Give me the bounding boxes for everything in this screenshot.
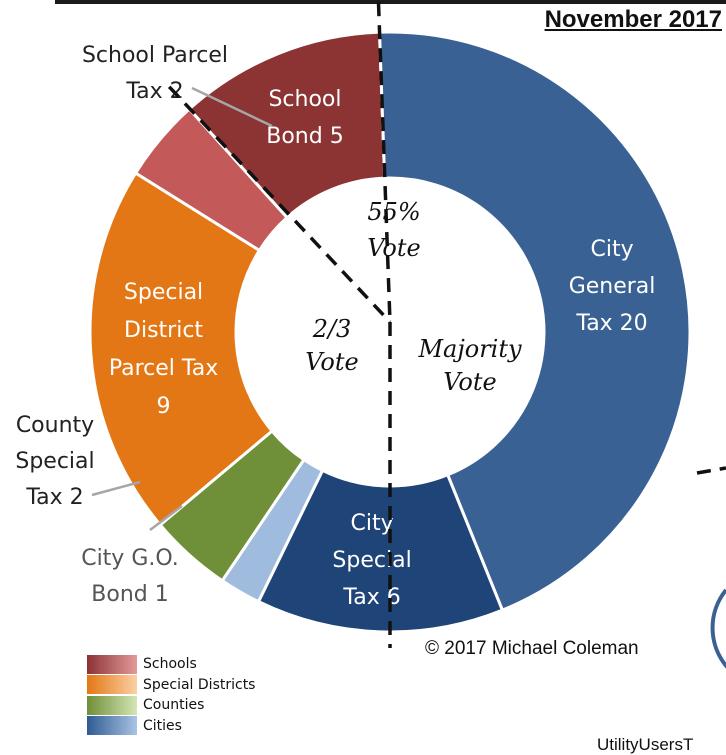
- legend-swatch: [87, 716, 137, 736]
- vote-zone-label: 2/3: [312, 315, 352, 343]
- slice-label: District: [124, 318, 203, 343]
- slice-label: School: [268, 87, 341, 112]
- callout-label: Tax 2: [25, 485, 83, 510]
- slice-label: 9: [157, 394, 171, 419]
- slice-labels: School Bond 5 City General Tax 20 City Special…: [15, 43, 655, 610]
- chart-title: November 2017: [544, 6, 722, 33]
- callout-label: School Parcel: [82, 43, 228, 68]
- slice-label: Tax 20: [575, 311, 647, 336]
- callout-label: City G.O.: [81, 546, 179, 571]
- legend-label: Counties: [143, 697, 205, 714]
- slices: [88, 30, 692, 634]
- callout-line: [91, 480, 141, 497]
- vote-boundaries: [167, 2, 392, 648]
- donut-slice: [256, 468, 505, 634]
- callout-label: Special: [15, 449, 94, 474]
- legend: Schools Special Districts Counties Cities: [87, 654, 255, 736]
- vote-zone-label: 55%: [367, 198, 420, 226]
- legend-item: Schools: [87, 654, 255, 675]
- vote-zone-label: Vote: [367, 234, 420, 262]
- legend-swatch: [87, 695, 137, 715]
- callout-label: County: [16, 413, 94, 438]
- slice-label: Bond 5: [266, 124, 343, 149]
- slice-label: General: [569, 274, 656, 299]
- vote-zone-label: Majority: [417, 335, 522, 363]
- top-rule: [55, 0, 726, 4]
- callout-label: Bond 1: [91, 582, 168, 607]
- cut-off-text: UtilityUsersT: [597, 735, 694, 754]
- callout-line: [149, 505, 183, 531]
- slice-label: Special: [332, 548, 411, 573]
- legend-swatch: [87, 654, 137, 674]
- dashed-boundary: [167, 85, 392, 324]
- vote-zone-label: Vote: [305, 348, 358, 376]
- slice-label: Special: [124, 280, 203, 305]
- donut-slice: [88, 170, 275, 527]
- donut-slice: [377, 30, 692, 613]
- adjacent-chart-hint: [696, 466, 726, 669]
- callout-line: [191, 86, 273, 128]
- legend-item: Cities: [87, 716, 255, 737]
- slice-label: City: [351, 511, 394, 536]
- legend-item: Counties: [87, 695, 255, 716]
- legend-swatch: [87, 675, 137, 695]
- copyright-text: © 2017 Michael Coleman: [425, 638, 639, 659]
- legend-label: Schools: [143, 656, 197, 673]
- slice-label: Parcel Tax: [109, 356, 218, 381]
- slice-label: Tax 6: [342, 585, 400, 610]
- vote-zone-labels: 55% Vote 2/3 Vote Majority Vote: [305, 198, 522, 396]
- legend-label: Special Districts: [143, 676, 256, 693]
- donut-slice: [133, 106, 290, 253]
- legend-item: Special Districts: [87, 675, 255, 696]
- slice-label: City: [590, 237, 633, 262]
- legend-label: Cities: [143, 717, 182, 734]
- vote-zone-label: Vote: [443, 368, 496, 396]
- dashed-boundary: [376, 2, 392, 323]
